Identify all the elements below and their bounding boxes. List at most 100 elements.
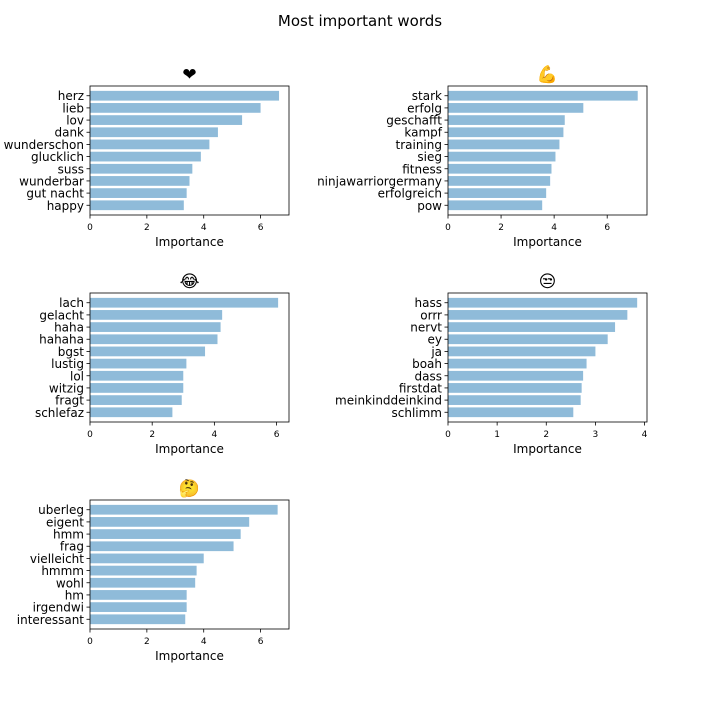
- bar-geschafft: [448, 115, 565, 125]
- x-tick-label: 2: [144, 637, 150, 647]
- bar-eigent: [90, 517, 250, 527]
- category-label: nervt: [410, 321, 442, 335]
- category-label: firstdat: [399, 381, 442, 395]
- category-label: wunderbar: [19, 174, 84, 188]
- bar-nervt: [448, 322, 616, 332]
- axes-frame: [89, 499, 290, 630]
- bar-uberleg: [90, 504, 278, 515]
- bar-meinkinddeinkind: [448, 395, 581, 405]
- category-label: happy: [47, 199, 84, 213]
- category-label: geschafft: [386, 114, 442, 128]
- heart-emoji: ❤: [182, 65, 196, 85]
- x-tick-label: 0: [445, 223, 451, 233]
- face-with-tears-of-joy-emoji: 😂: [180, 272, 200, 292]
- bar-schlimm: [448, 407, 574, 418]
- x-tick-label: 6: [258, 223, 264, 233]
- subplot-1: herzlieblovdankwunderschonglucklichsussw…: [4, 65, 290, 249]
- bar-dass: [448, 370, 584, 381]
- bar-herz: [90, 90, 280, 101]
- category-label: wunderschon: [4, 138, 84, 152]
- category-label: hahaha: [39, 333, 84, 347]
- bar-pow: [448, 200, 543, 211]
- x-tick-label: 3: [593, 430, 599, 440]
- category-label: hm: [65, 588, 84, 602]
- category-label: hmmm: [41, 564, 84, 578]
- category-label: pow: [417, 199, 442, 213]
- category-label: lol: [70, 369, 84, 383]
- bar-hass: [448, 297, 638, 308]
- axes-frame: [447, 85, 648, 216]
- category-label: ey: [428, 333, 442, 347]
- axes-frame: [89, 85, 290, 216]
- bar-schlefaz: [90, 407, 173, 418]
- x-tick-label: 0: [445, 430, 451, 440]
- category-label: interessant: [17, 613, 85, 627]
- bar-haha: [90, 322, 221, 332]
- x-tick-label: 1: [494, 430, 500, 440]
- category-label: schlefaz: [35, 406, 84, 420]
- x-tick-label: 0: [87, 430, 93, 440]
- x-axis-label: Importance: [155, 235, 224, 249]
- bar-lol: [90, 370, 184, 381]
- category-label: stark: [412, 89, 442, 103]
- bar-orrr: [448, 310, 628, 320]
- x-tick-label: 4: [212, 430, 218, 440]
- category-label: lach: [59, 296, 84, 310]
- x-tick-label: 2: [498, 223, 504, 233]
- category-label: glucklich: [31, 150, 84, 164]
- category-label: boah: [412, 357, 442, 371]
- bar-hmm: [90, 529, 241, 539]
- category-label: lustig: [51, 357, 84, 371]
- bar-dank: [90, 127, 218, 138]
- bar-fitness: [448, 163, 552, 174]
- x-tick-label: 2: [149, 430, 155, 440]
- x-tick-label: 4: [201, 637, 207, 647]
- x-tick-label: 6: [274, 430, 280, 440]
- category-label: hass: [415, 296, 442, 310]
- category-label: bgst: [58, 345, 84, 359]
- bar-hmmm: [90, 565, 197, 576]
- x-tick-label: 4: [551, 223, 557, 233]
- category-label: gut nacht: [26, 187, 84, 201]
- bar-ey: [448, 334, 608, 345]
- subplot-5: uberlegeigenthmmfragvielleichthmmmwohlhm…: [17, 479, 290, 663]
- bar-vielleicht: [90, 553, 204, 564]
- x-axis-label: Importance: [155, 442, 224, 456]
- x-tick-label: 4: [201, 223, 207, 233]
- bar-frag: [90, 541, 234, 552]
- x-tick-label: 6: [604, 223, 610, 233]
- category-label: schlimm: [391, 406, 442, 420]
- category-label: eigent: [46, 515, 84, 529]
- category-label: lieb: [62, 101, 84, 115]
- category-label: orrr: [420, 308, 442, 322]
- category-label: frag: [60, 540, 84, 554]
- subplot-3: lachgelachthahahahahabgstlustiglolwitzig…: [35, 272, 290, 456]
- bar-erfolg: [448, 103, 584, 113]
- bar-gelacht: [90, 310, 223, 320]
- bar-hm: [90, 590, 187, 600]
- bar-sieg: [448, 151, 556, 162]
- bar-kampf: [448, 127, 564, 138]
- category-label: fragt: [55, 394, 84, 408]
- subplot-2: starkerfolggeschafftkampftrainingsiegfit…: [317, 64, 648, 249]
- bar-firstdat: [448, 383, 582, 393]
- subplot-4: hassorrrnervteyjaboahdassfirstdatmeinkin…: [335, 272, 648, 456]
- category-label: ninjawarriorgermany: [317, 174, 442, 188]
- bar-ninjawarriorgermany: [448, 176, 551, 186]
- flexed-biceps-emoji: 💪: [537, 64, 558, 85]
- category-label: sieg: [417, 150, 442, 164]
- bar-wunderschon: [90, 139, 210, 150]
- bar-ja: [448, 346, 596, 357]
- thinking-face-emoji: 🤔: [179, 479, 200, 499]
- category-label: haha: [54, 321, 84, 335]
- bar-fragt: [90, 395, 182, 405]
- unamused-face-emoji: 😒: [539, 272, 557, 292]
- bar-erfolgreich: [448, 188, 547, 198]
- bar-gut-nacht: [90, 188, 187, 198]
- x-tick-label: 2: [144, 223, 150, 233]
- bar-boah: [448, 358, 587, 369]
- category-label: gelacht: [39, 308, 84, 322]
- bar-lieb: [90, 103, 261, 113]
- bar-lach: [90, 297, 279, 308]
- x-tick-label: 0: [87, 637, 93, 647]
